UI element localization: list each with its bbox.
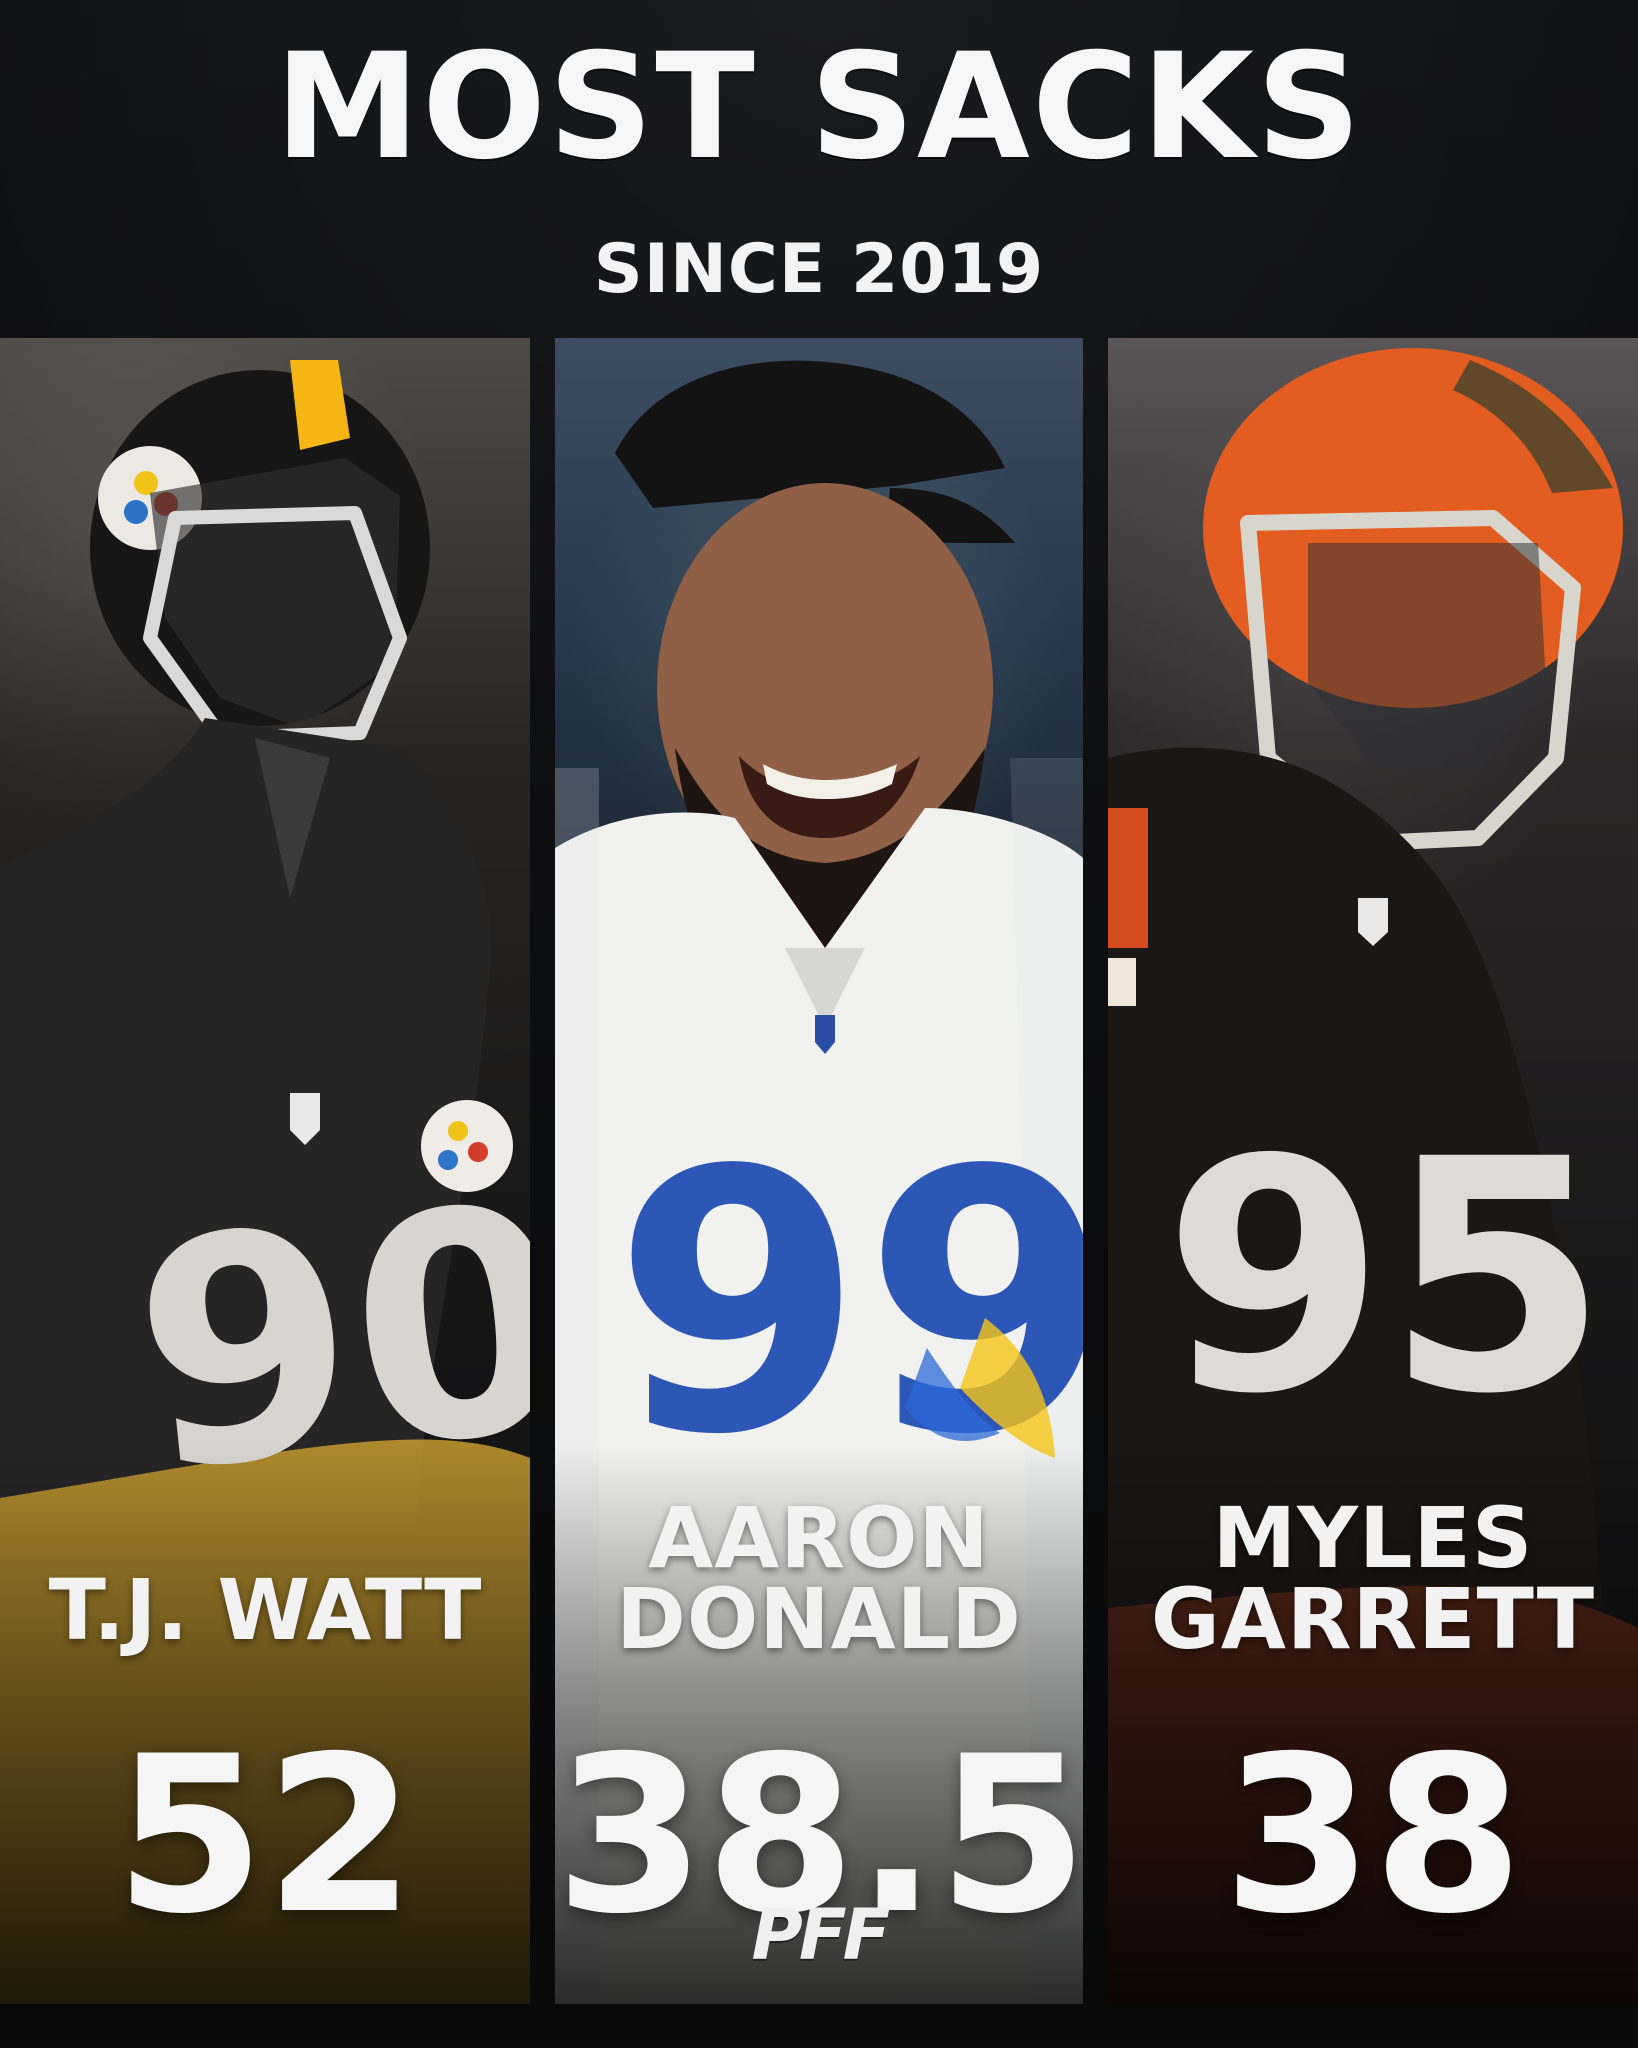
logo-shape bbox=[438, 1150, 458, 1170]
nfl-shield-shape bbox=[815, 1015, 835, 1054]
sleeve-stripe-shape bbox=[1108, 958, 1136, 1006]
sleeve-stripe-shape bbox=[1108, 808, 1148, 948]
page-subtitle: SINCE 2019 bbox=[593, 230, 1045, 309]
player-panel-tj-watt: 90 T.J. WATT 52 bbox=[0, 338, 530, 2004]
player-name-line: GARRETT bbox=[1150, 1569, 1596, 1668]
jersey-shape bbox=[0, 718, 491, 1533]
bottom-shade bbox=[555, 1444, 1083, 2004]
nfl-shield-shape bbox=[1358, 898, 1388, 946]
logo-shape bbox=[448, 1121, 468, 1141]
player-name-line: T.J. WATT bbox=[48, 1561, 482, 1659]
confetti-shape bbox=[960, 1318, 1055, 1458]
teeth-shape bbox=[763, 764, 897, 799]
jersey-number-text: 99 bbox=[613, 1094, 1083, 1513]
player-name: T.J. WATT bbox=[0, 1561, 530, 1659]
player-name-line: DONALD bbox=[616, 1569, 1022, 1668]
face-shadow-shape bbox=[150, 458, 400, 728]
cap-shape bbox=[615, 360, 1005, 508]
logo-shape bbox=[468, 1142, 488, 1162]
player-name-line: MYLES bbox=[1212, 1489, 1534, 1587]
player-name: AARON DONALD bbox=[555, 1489, 1083, 1668]
helmet-stripe-shape bbox=[1453, 360, 1613, 493]
player-name: MYLES GARRETT bbox=[1108, 1489, 1638, 1668]
bottom-shade bbox=[0, 1444, 530, 2004]
page-title: MOST SACKS bbox=[274, 22, 1364, 192]
bottom-shade bbox=[1108, 1444, 1638, 2004]
logo-shape bbox=[134, 471, 158, 495]
sack-total: 38.5 bbox=[555, 1710, 1083, 1961]
logo-shape bbox=[124, 500, 148, 524]
helmet-stripe-shape bbox=[290, 360, 350, 450]
jersey-shape bbox=[1108, 747, 1603, 1608]
sack-total: 38 bbox=[1222, 1710, 1524, 1961]
player-panel-myles-garrett: 95 MYLES GARRETT 38 bbox=[1108, 338, 1638, 2004]
collar-shape bbox=[785, 948, 865, 1028]
player-name-line: AARON bbox=[648, 1489, 990, 1587]
face-shadow-shape bbox=[1308, 543, 1546, 768]
facemask-shape bbox=[143, 506, 407, 745]
nfl-shield-shape bbox=[290, 1093, 320, 1145]
sack-total: 52 bbox=[114, 1710, 416, 1961]
confetti-shape bbox=[905, 1348, 1000, 1441]
neck-shape bbox=[255, 738, 330, 898]
face-shape bbox=[657, 483, 993, 893]
player-panel-aaron-donald: 99 AARON DONALD 38.5 bbox=[555, 338, 1083, 2004]
pff-logo: PFF bbox=[751, 1894, 891, 1976]
jersey-number-text: 95 bbox=[1163, 1092, 1608, 1464]
